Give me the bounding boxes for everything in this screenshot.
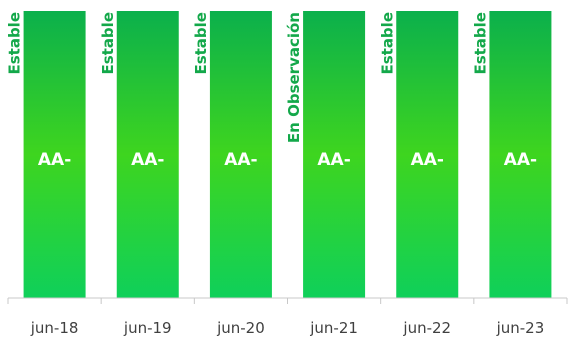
rating-label: AA-	[38, 150, 71, 170]
bars-group	[23, 11, 552, 298]
outlook-label: Estable	[378, 12, 396, 75]
x-tick-label: jun-18	[30, 319, 79, 337]
rating-label: AA-	[131, 150, 164, 170]
outlook-label: En Observación	[285, 12, 303, 143]
bar-jun-18	[23, 11, 86, 298]
bar-jun-23	[489, 11, 552, 298]
bar-jun-19	[116, 11, 179, 298]
outlook-label: Estable	[192, 12, 210, 75]
outlook-label: Estable	[471, 12, 489, 75]
x-axis	[7, 297, 568, 304]
x-tick-label: jun-21	[309, 319, 358, 337]
x-tick-label: jun-22	[402, 319, 451, 337]
x-tick-label: jun-20	[216, 319, 265, 337]
x-tick-label: jun-19	[123, 319, 172, 337]
rating-label: AA-	[224, 150, 257, 170]
x-tick-label: jun-23	[496, 319, 545, 337]
bar-jun-20	[209, 11, 272, 298]
bar-jun-22	[396, 11, 459, 298]
outlook-label: Estable	[6, 12, 24, 75]
rating-label: AA-	[317, 150, 350, 170]
outlook-label: Estable	[99, 12, 117, 75]
labels-group: jun-18 AA- Estable jun-19 AA- Estable jun-20 AA…	[6, 12, 545, 337]
rating-label: AA-	[504, 150, 537, 170]
rating-label: AA-	[411, 150, 444, 170]
bar-jun-21	[303, 11, 366, 298]
